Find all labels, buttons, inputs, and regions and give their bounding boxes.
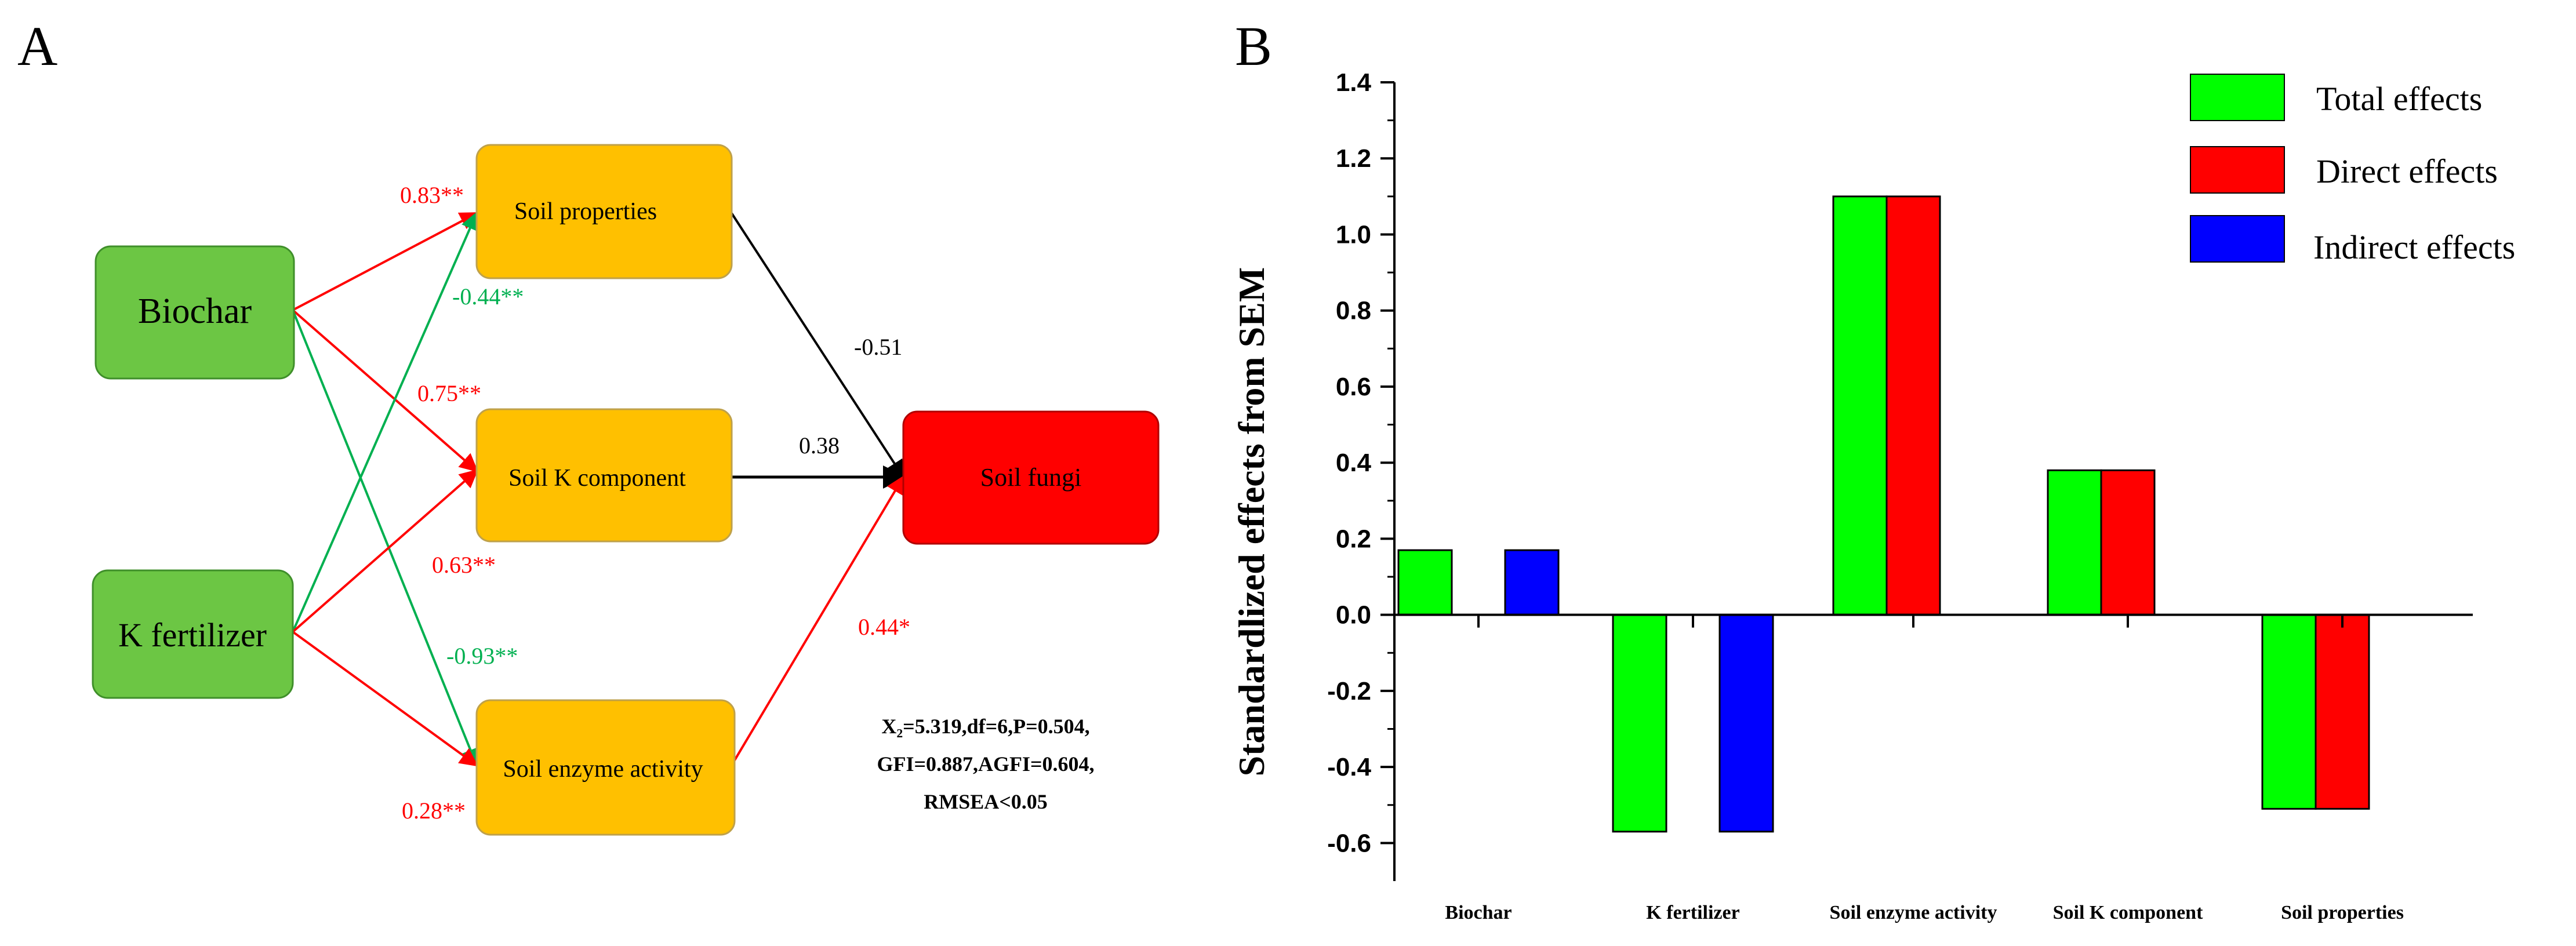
- bar-direct: [2315, 614, 2370, 810]
- legend-label-total: Total effects: [2316, 80, 2482, 118]
- sem-fit-stats: X₂=5.319,df=6,P=0.504, GFI=0.887,AGFI=0.…: [877, 715, 1094, 813]
- bar-total: [2261, 614, 2317, 810]
- bar-total: [1832, 195, 1888, 616]
- y-axis-ticks: -0.6 -0.4 -0.2 0.0 0.2 0.4 0.6 0.8 1.0 1.2 1.4: [1327, 68, 1394, 857]
- node-biochar-label: Biochar: [138, 292, 252, 331]
- path-biochar-soil-enzyme: [292, 310, 479, 767]
- sem-diagram: A Biochar K: [17, 15, 1160, 836]
- legend-label-direct: Direct effects: [2316, 152, 2498, 190]
- path-biochar-soil-k: [292, 309, 479, 472]
- panel-letter-b: B: [1235, 15, 1272, 77]
- y-tick-label: 0.2: [1336, 525, 1371, 553]
- path-biochar-soil-properties: [292, 212, 479, 311]
- y-tick-label: -0.6: [1327, 829, 1371, 857]
- y-tick-label: 1.2: [1336, 144, 1371, 173]
- fit-line-1: X₂=5.319,df=6,P=0.504,: [881, 715, 1089, 738]
- x-category-label: Soil properties: [2281, 902, 2404, 923]
- y-tick-label: 0.0: [1336, 601, 1371, 630]
- coef-kfert-soil-enzyme: 0.28**: [402, 798, 466, 824]
- bar-indirect: [1718, 614, 1774, 833]
- coef-biochar-soil-properties: 0.83**: [400, 182, 464, 208]
- y-tick-label: 0.6: [1336, 373, 1371, 401]
- sem-paths: [292, 211, 906, 767]
- node-soil-k-label: Soil K component: [508, 465, 686, 492]
- coef-soil-properties-fungi: -0.51: [854, 334, 902, 360]
- y-axis-label: Standardlized effects from SEM: [1231, 267, 1272, 777]
- path-kfert-soil-k: [292, 469, 479, 633]
- node-soil-enzyme-label: Soil enzyme activity: [503, 756, 703, 783]
- y-tick-label: -0.4: [1327, 753, 1371, 781]
- legend-item-direct: Direct effects: [2190, 146, 2498, 194]
- coef-kfert-soil-k: 0.63**: [432, 552, 496, 578]
- node-soil-properties-label: Soil properties: [514, 198, 657, 225]
- legend-item-indirect: Indirect effects: [2190, 215, 2515, 266]
- node-k-fertilizer-label: K fertilizer: [118, 616, 267, 654]
- coef-biochar-soil-k: 0.75**: [417, 380, 481, 406]
- node-soil-fungi-label: Soil fungi: [980, 463, 1082, 492]
- coef-soil-k-fungi: 0.38: [799, 432, 840, 459]
- bars: [1397, 195, 2370, 833]
- node-soil-fungi: Soil fungi: [902, 410, 1160, 545]
- fit-line-3: RMSEA<0.05: [924, 790, 1048, 813]
- x-category-label: K fertilizer: [1646, 902, 1739, 923]
- legend: Total effects Direct effects Indirect ef…: [2190, 74, 2515, 266]
- node-soil-k-component: Soil K component: [475, 408, 733, 543]
- node-biochar: Biochar: [95, 245, 295, 380]
- bar-direct: [1885, 195, 1941, 616]
- y-tick-label: 0.4: [1336, 449, 1372, 477]
- bar-total: [1612, 614, 1667, 833]
- path-kfert-soil-properties: [292, 211, 479, 632]
- fit-line-2: GFI=0.887,AGFI=0.604,: [877, 752, 1094, 776]
- bar-total: [2047, 469, 2102, 616]
- x-category-label: Soil enzyme activity: [1830, 902, 1997, 923]
- y-tick-label: 0.8: [1336, 297, 1371, 325]
- legend-swatch-indirect: [2190, 215, 2285, 263]
- bar-direct: [2100, 469, 2156, 616]
- legend-swatch-direct: [2190, 146, 2285, 194]
- legend-swatch-total: [2190, 74, 2285, 121]
- coef-kfert-soil-properties: -0.44**: [452, 283, 524, 310]
- coef-soil-enzyme-fungi: 0.44*: [858, 614, 910, 640]
- legend-item-total: Total effects: [2190, 74, 2482, 121]
- sem-coefficients: 0.83** 0.75** -0.93** -0.44** 0.63** 0.2…: [400, 182, 910, 824]
- bar-chart: B Standardlized effects from SEM -0.6-0.…: [1231, 15, 2515, 923]
- x-category-label: Soil K component: [2053, 902, 2203, 923]
- path-soil-enzyme-fungi: [731, 475, 905, 766]
- node-k-fertilizer: K fertilizer: [92, 569, 294, 699]
- coef-biochar-soil-enzyme: -0.93**: [446, 643, 518, 669]
- node-soil-properties: Soil properties: [475, 144, 733, 279]
- y-tick-label: 1.4: [1336, 68, 1372, 97]
- path-soil-properties-fungi: [731, 212, 905, 479]
- node-soil-enzyme-activity: Soil enzyme activity: [475, 699, 736, 836]
- y-tick-label: 1.0: [1336, 220, 1371, 249]
- bar-total: [1397, 549, 1453, 616]
- legend-label-indirect: Indirect effects: [2313, 228, 2515, 266]
- x-axis-categories: Biochar K fertilizer Soil enzyme activity S…: [1445, 614, 2404, 923]
- y-tick-label: -0.2: [1327, 677, 1371, 705]
- bar-indirect: [1504, 549, 1560, 616]
- x-category-label: Biochar: [1445, 902, 1512, 923]
- panel-letter-a: A: [17, 15, 57, 77]
- path-kfert-soil-enzyme: [292, 631, 479, 767]
